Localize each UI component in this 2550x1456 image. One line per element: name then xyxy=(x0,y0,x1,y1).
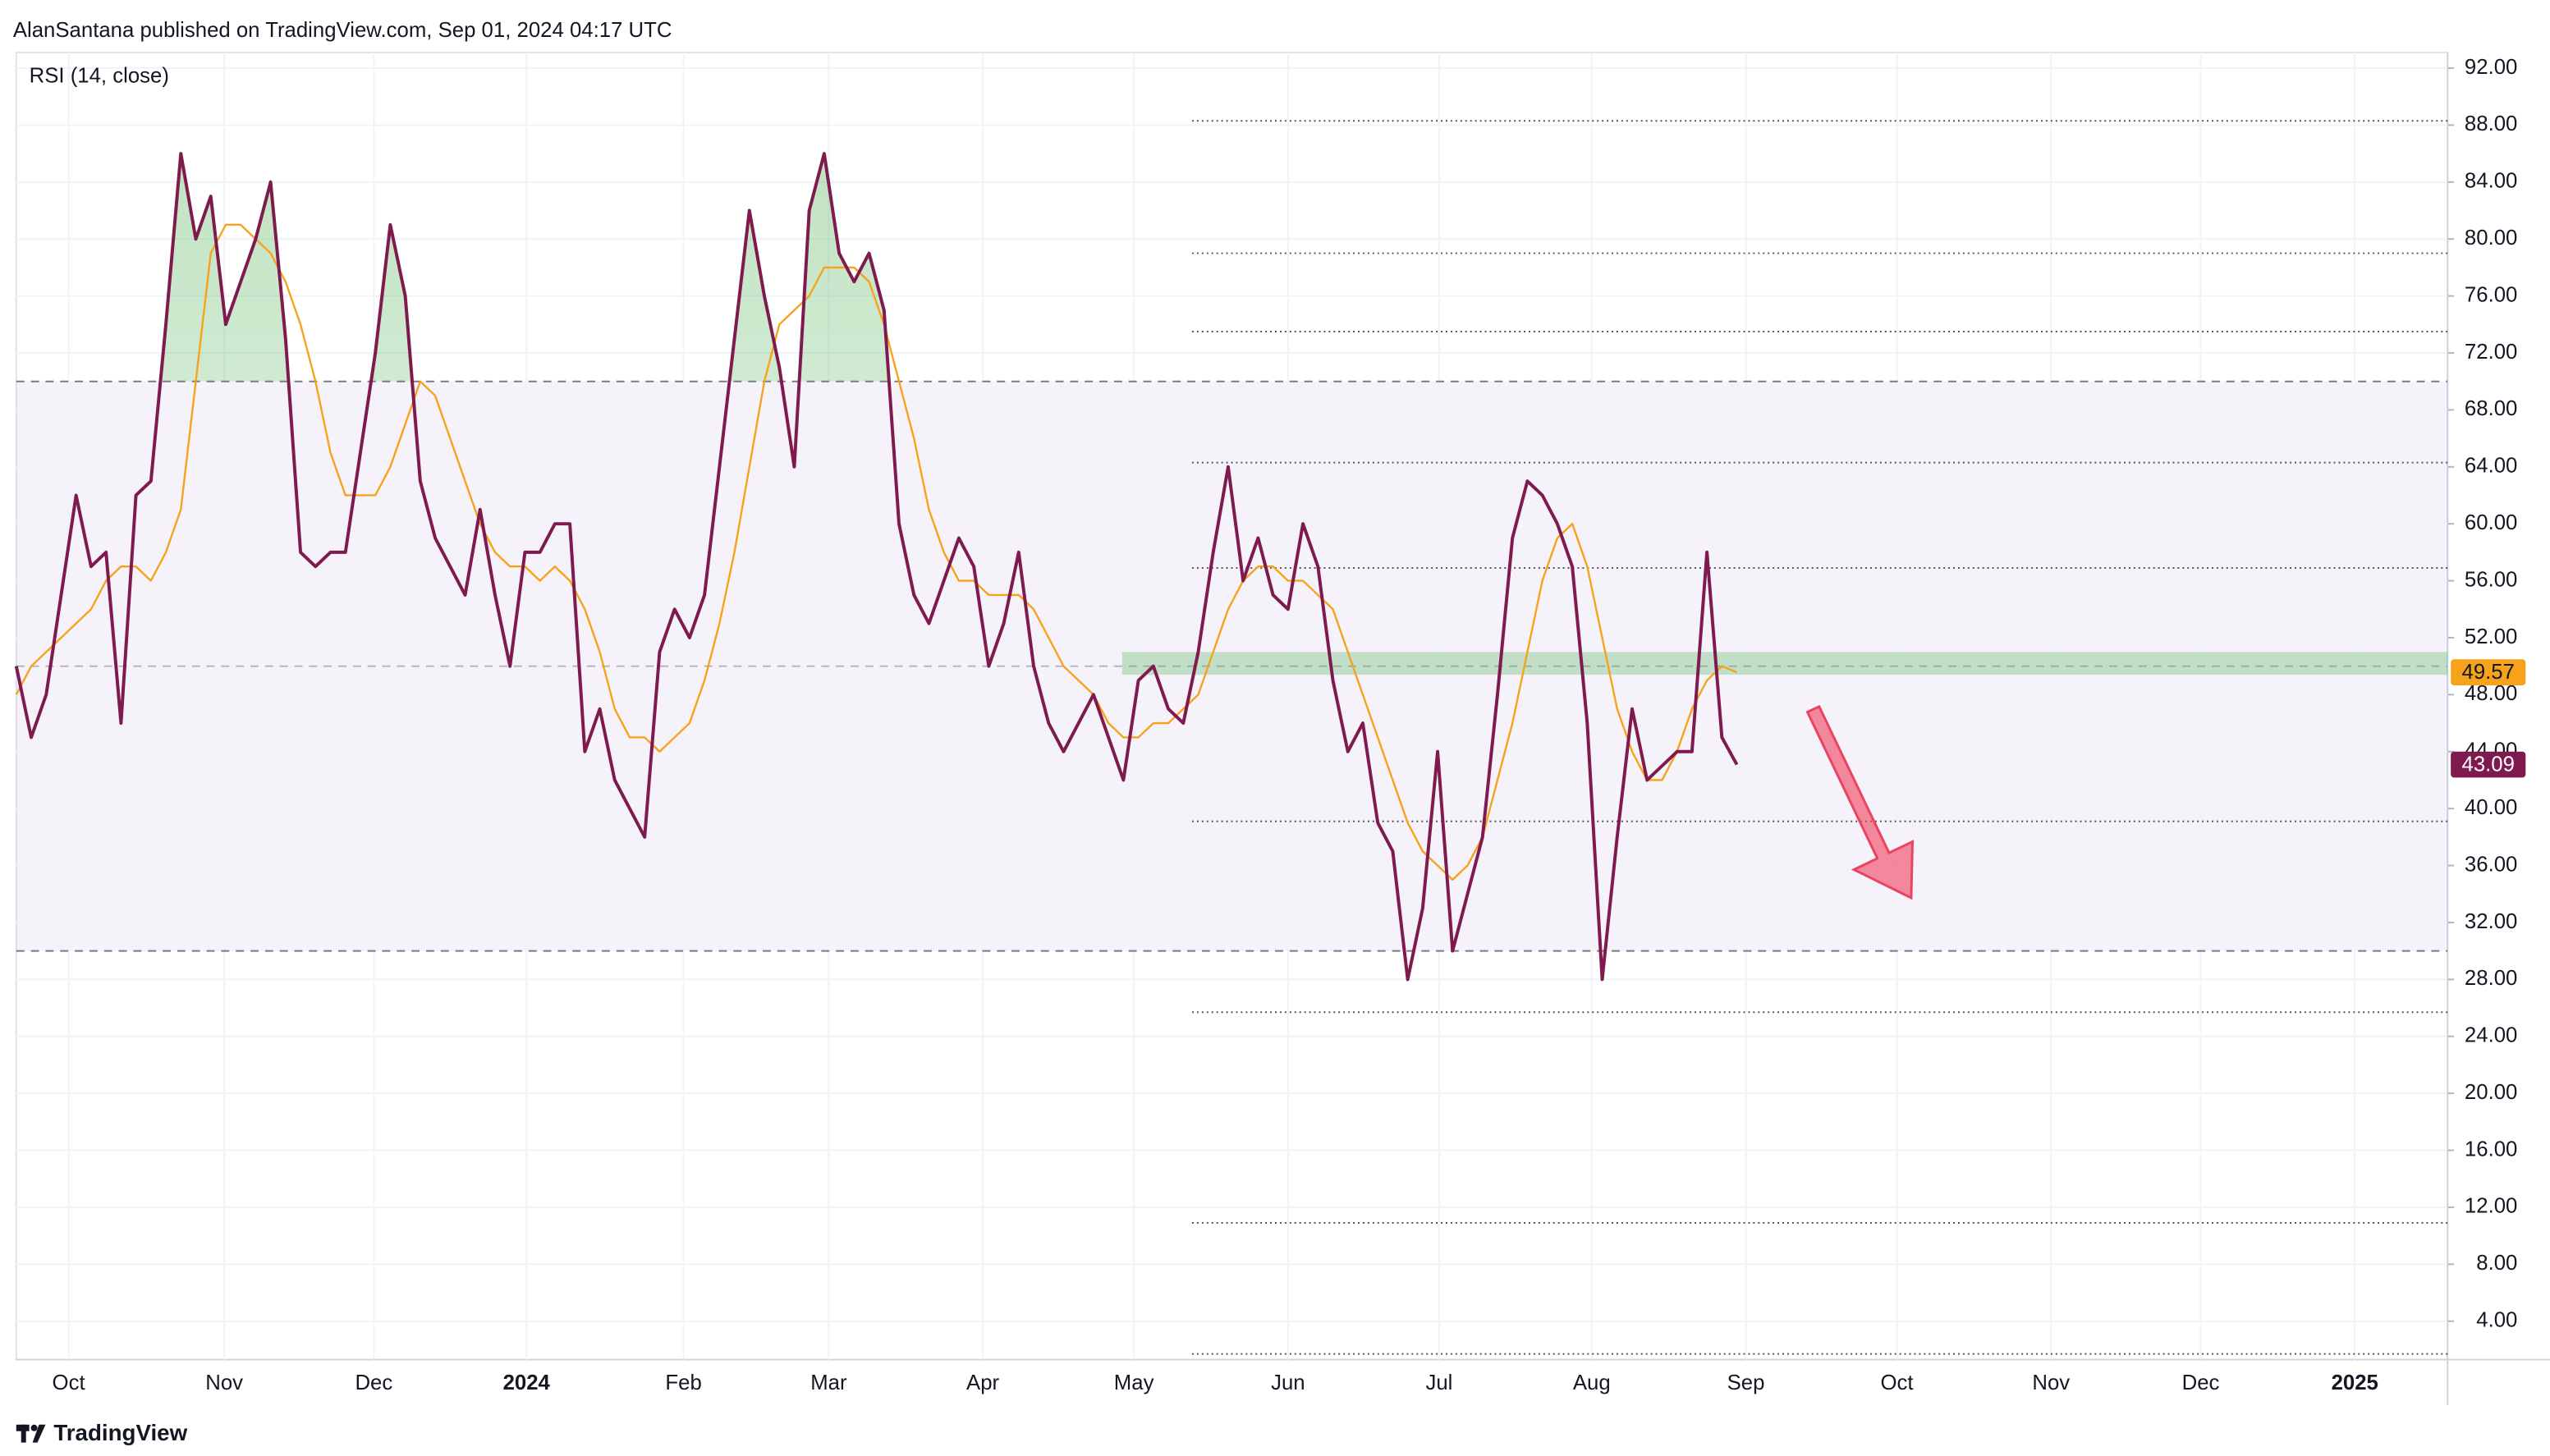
x-tick-label: 2024 xyxy=(503,1371,551,1394)
y-tick-label: 28.00 xyxy=(2465,967,2517,990)
y-tick-label: 8.00 xyxy=(2476,1252,2517,1275)
y-tick-label: 36.00 xyxy=(2465,853,2517,876)
last-value-tag xyxy=(2451,751,2526,778)
x-tick-label: Dec xyxy=(355,1371,392,1394)
indicator-label: RSI (14, close) xyxy=(30,64,169,87)
y-tick-label: 12.00 xyxy=(2465,1195,2517,1218)
y-tick-label: 4.00 xyxy=(2476,1309,2517,1332)
y-tick-label: 24.00 xyxy=(2465,1024,2517,1047)
y-tick-label: 16.00 xyxy=(2465,1138,2517,1161)
y-tick-label: 88.00 xyxy=(2465,112,2517,135)
y-tick-label: 20.00 xyxy=(2465,1081,2517,1104)
x-tick-label: Sep xyxy=(1727,1371,1765,1394)
x-tick-label: Oct xyxy=(1881,1371,1914,1394)
x-tick-label: 2025 xyxy=(2332,1371,2378,1394)
y-tick-label: 76.00 xyxy=(2465,283,2517,306)
y-tick-label: 60.00 xyxy=(2465,511,2517,534)
y-tick-label: 80.00 xyxy=(2465,227,2517,250)
x-tick-label: Jun xyxy=(1271,1371,1305,1394)
y-tick-label: 72.00 xyxy=(2465,341,2517,364)
y-tick-label: 68.00 xyxy=(2465,397,2517,420)
x-tick-label: Mar xyxy=(810,1371,847,1394)
last-value-label: 43.09 xyxy=(2462,753,2515,776)
y-tick-label: 56.00 xyxy=(2465,568,2517,591)
y-tick-label: 52.00 xyxy=(2465,625,2517,648)
x-tick-label: Nov xyxy=(2032,1371,2070,1394)
rsi-ma-line xyxy=(15,223,1738,881)
last-value-tag xyxy=(2451,659,2526,685)
x-tick-label: Apr xyxy=(966,1371,999,1394)
footer-brand: TradingView xyxy=(53,1420,187,1445)
rsi-line xyxy=(14,152,1739,982)
x-tick-label: Dec xyxy=(2182,1371,2220,1394)
x-tick-label: Nov xyxy=(205,1371,243,1394)
x-tick-label: Feb xyxy=(665,1371,701,1394)
y-tick-label: 32.00 xyxy=(2465,910,2517,933)
support-zone xyxy=(1121,652,2448,675)
publish-header: AlanSantana published on TradingView.com… xyxy=(13,19,672,42)
y-tick-label: 40.00 xyxy=(2465,796,2517,819)
y-tick-label: 92.00 xyxy=(2465,56,2517,79)
y-tick-label: 84.00 xyxy=(2465,170,2517,193)
overbought-fill xyxy=(16,153,1737,382)
y-tick-label: 64.00 xyxy=(2465,455,2517,478)
x-tick-label: Aug xyxy=(1573,1371,1611,1394)
down-arrow xyxy=(1805,704,1915,900)
last-value-label: 49.57 xyxy=(2462,661,2515,684)
y-tick-label: 48.00 xyxy=(2465,682,2517,705)
tradingview-logo xyxy=(16,1424,46,1443)
plot: Oct Nov Dec 2024 Feb Mar Apr May Jun Jul Aug Sep Oct… xyxy=(14,52,2517,1394)
background xyxy=(0,7,2550,1449)
x-tick-label: Oct xyxy=(53,1371,85,1394)
x-tick-label: May xyxy=(1114,1371,1154,1394)
x-tick-label: Jul xyxy=(1425,1371,1452,1394)
